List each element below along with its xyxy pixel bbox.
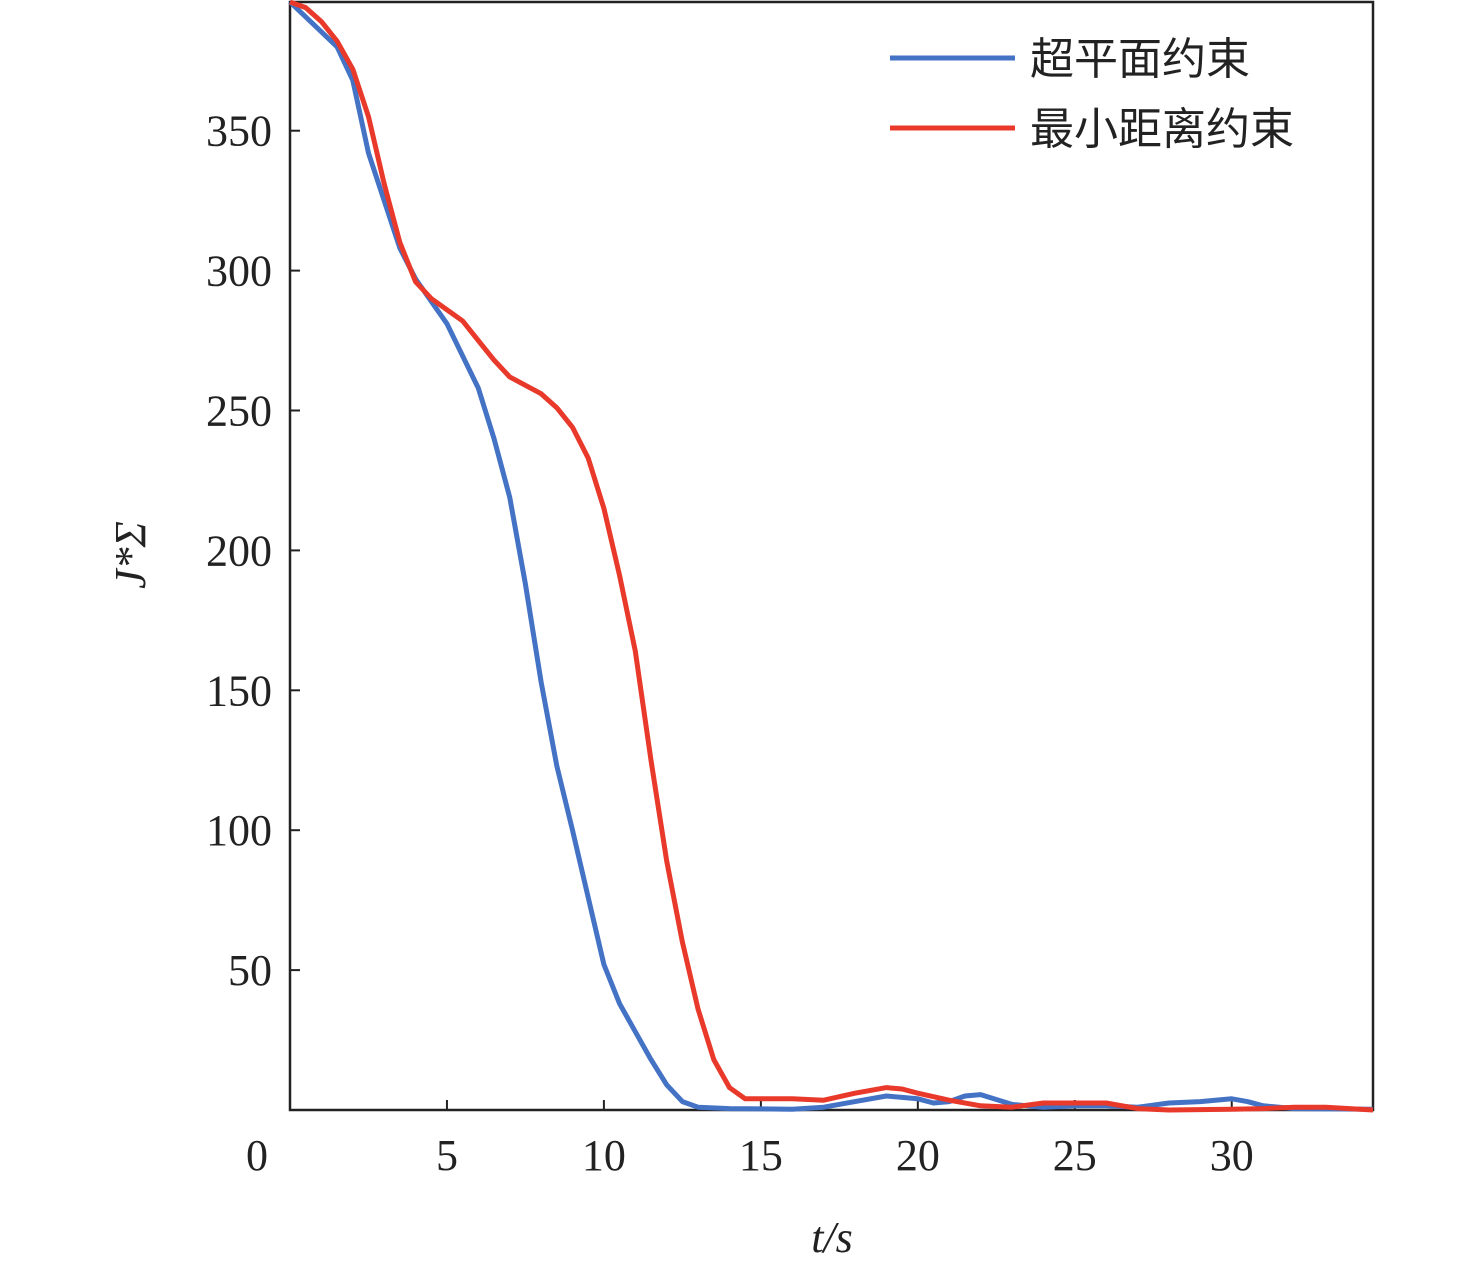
plot-frame <box>288 0 1375 1112</box>
y-axis-label: J*Σ <box>106 521 155 589</box>
x-tick-label: 15 <box>739 1131 783 1180</box>
y-tick-label: 100 <box>206 806 272 855</box>
x-tick-label: 10 <box>582 1131 626 1180</box>
x-axis-label: t/s <box>811 1213 853 1262</box>
x-tick-label: 25 <box>1053 1131 1097 1180</box>
y-tick-label: 200 <box>206 526 272 575</box>
y-tick-label: 350 <box>206 107 272 156</box>
x-tick-label: 0 <box>246 1131 268 1180</box>
x-tick-label: 30 <box>1210 1131 1254 1180</box>
y-tick-label: 150 <box>206 666 272 715</box>
y-tick-label: 50 <box>228 946 272 995</box>
legend-label: 超平面约束 <box>1030 35 1250 84</box>
y-tick-label: 250 <box>206 387 272 436</box>
legend-label: 最小距离约束 <box>1030 105 1294 154</box>
x-tick-label: 5 <box>436 1131 458 1180</box>
series-line <box>288 0 1374 1112</box>
y-tick-label: 300 <box>206 247 272 296</box>
series-line <box>289 0 1374 1113</box>
x-tick-label: 20 <box>896 1131 940 1180</box>
